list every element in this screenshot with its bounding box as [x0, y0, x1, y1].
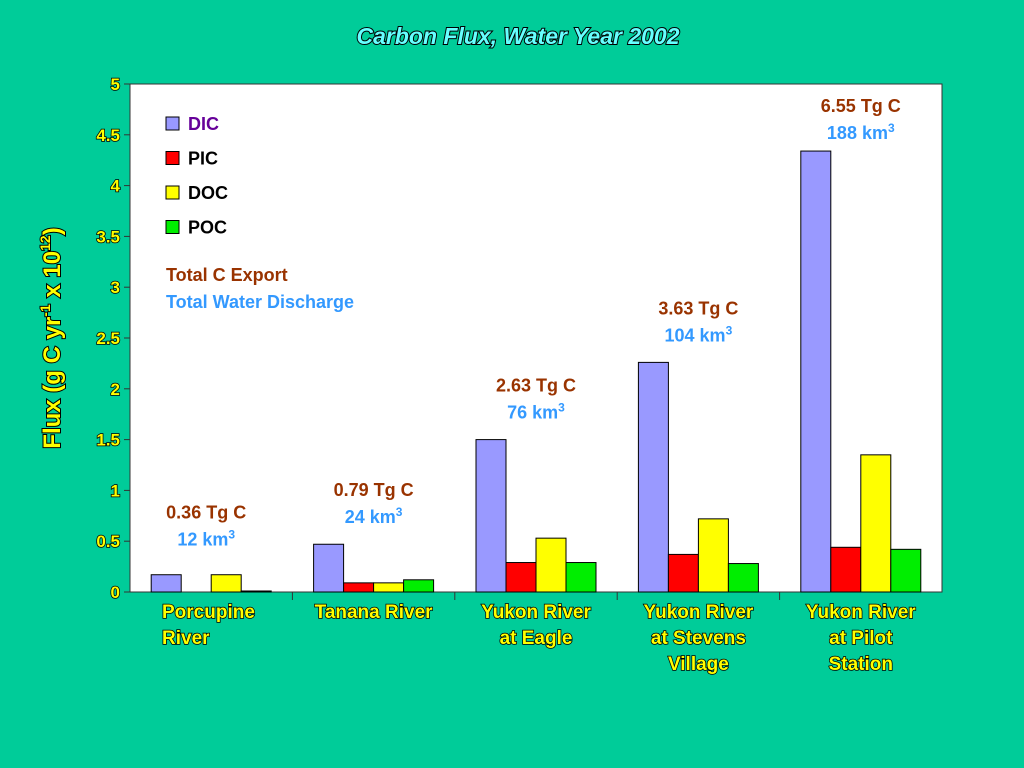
bar-pic — [505, 562, 537, 593]
water-discharge-label: 188 km3 — [827, 121, 895, 143]
water-value: 188 km — [827, 123, 888, 143]
y-tick-label: 0 — [111, 583, 120, 602]
bar-pic — [343, 582, 375, 593]
y-axis-label: Flux (g C yr-1 x 1012) — [36, 226, 67, 449]
ylabel-sup2: 12 — [37, 235, 53, 251]
water-unit-sup: 3 — [888, 121, 895, 135]
y-tick-label: 2 — [111, 380, 120, 399]
legend-swatch-doc — [165, 185, 180, 200]
category-label: at Eagle — [500, 628, 573, 649]
legend-label-poc: POC — [188, 218, 227, 238]
x-axis: Porcupine River Tanana River Yukon River at … — [161, 592, 917, 676]
legend-label-doc: DOC — [188, 183, 228, 203]
bar-poc — [727, 563, 759, 593]
y-tick-label: 4 — [111, 177, 121, 196]
water-discharge-label: 104 km3 — [665, 323, 733, 345]
category-label: Yukon River — [481, 602, 591, 623]
key-total-c: Total C Export — [166, 265, 288, 285]
water-unit-sup: 3 — [558, 401, 565, 415]
bar-doc — [210, 574, 242, 593]
bar-poc — [565, 562, 597, 593]
bar-poc — [240, 590, 272, 593]
chart-title: Carbon Flux, Water Year 2002 — [357, 23, 680, 49]
bar-pic — [667, 553, 699, 593]
bar-pic — [830, 546, 862, 593]
bar-doc — [697, 518, 729, 593]
ylabel-mid: x 10 — [39, 251, 66, 304]
bar-dic — [313, 543, 345, 593]
y-tick-label: 2.5 — [96, 329, 120, 348]
legend-label-dic: DIC — [188, 114, 219, 134]
water-discharge-label: 76 km3 — [507, 401, 565, 423]
legend-swatch-pic — [165, 151, 180, 165]
total-carbon-label: 2.63 Tg C — [496, 376, 576, 396]
y-tick-label: 3 — [111, 278, 120, 297]
category-label: Village — [668, 654, 729, 675]
bar-doc — [535, 537, 567, 593]
key-total-water: Total Water Discharge — [166, 292, 354, 312]
legend-swatch-poc — [165, 220, 180, 234]
water-value: 76 km — [507, 403, 558, 423]
category-label: Tanana River — [315, 602, 434, 623]
bar-poc — [890, 548, 922, 593]
bar-doc — [373, 582, 405, 593]
category-label: Yukon River — [806, 602, 916, 623]
y-tick-label: 1 — [111, 481, 120, 500]
water-value: 104 km — [665, 325, 726, 345]
water-unit-sup: 3 — [396, 505, 403, 519]
y-tick-label: 4.5 — [96, 126, 120, 145]
bar-doc — [860, 454, 892, 593]
bar-dic — [475, 439, 507, 593]
ylabel-main: Flux (g C yr — [39, 317, 66, 449]
total-carbon-label: 6.55 Tg C — [821, 96, 901, 116]
water-unit-sup: 3 — [228, 528, 235, 542]
category-label: Porcupine — [162, 602, 255, 623]
legend: DIC PIC DOC POC — [165, 114, 228, 238]
ylabel-end: ) — [39, 227, 66, 235]
category-label: at Pilot — [829, 628, 893, 649]
total-carbon-label: 0.79 Tg C — [334, 480, 414, 500]
category-label: River — [162, 628, 210, 649]
bar-dic — [800, 150, 832, 593]
total-carbon-label: 3.63 Tg C — [658, 298, 738, 318]
bar-poc — [403, 579, 435, 593]
category-label: Station — [829, 654, 893, 675]
y-axis: 0 0.5 1 1.5 2 2.5 3 3.5 4 4.5 5 — [96, 74, 130, 603]
y-tick-label: 1.5 — [96, 431, 120, 450]
category-label: at Stevens — [651, 628, 746, 649]
water-discharge-label: 24 km3 — [345, 505, 403, 527]
total-carbon-label: 0.36 Tg C — [166, 503, 246, 523]
legend-swatch-dic — [165, 116, 180, 131]
water-unit-sup: 3 — [726, 323, 733, 337]
water-discharge-label: 12 km3 — [177, 528, 235, 550]
water-value: 24 km — [345, 507, 396, 527]
svg-text:Flux (g C yr-1 x 1012): Flux (g C yr-1 x 1012) — [37, 227, 66, 448]
legend-label-pic: PIC — [188, 149, 218, 169]
bar-dic — [637, 361, 669, 593]
category-label: Yukon River — [643, 602, 753, 623]
water-value: 12 km — [177, 530, 228, 550]
ylabel-sup1: -1 — [37, 304, 53, 317]
y-tick-label: 3.5 — [96, 227, 120, 246]
y-tick-label: 5 — [111, 75, 120, 94]
bar-dic — [150, 574, 182, 593]
bars — [150, 150, 922, 593]
y-tick-label: 0.5 — [96, 532, 120, 551]
